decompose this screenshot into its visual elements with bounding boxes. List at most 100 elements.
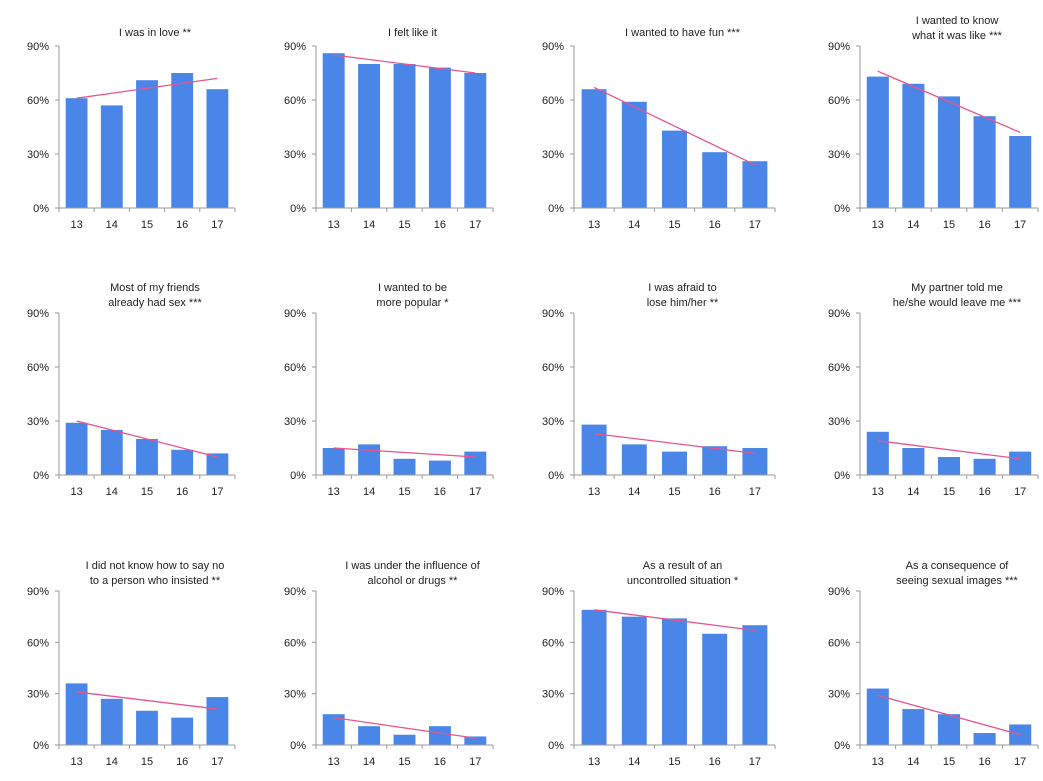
x-tick-label: 15 — [668, 756, 680, 768]
x-tick-label: 13 — [70, 756, 82, 768]
x-tick-label: 15 — [398, 219, 410, 231]
chart-panel: I felt like it 0% 30% 60% 90% 13 14 15 16 17 — [284, 27, 494, 231]
y-tick-label: 30% — [828, 689, 850, 701]
x-tick-label: 16 — [176, 219, 188, 231]
bar — [136, 439, 158, 475]
x-tick-label: 16 — [709, 486, 721, 498]
bar — [902, 83, 925, 208]
bar — [171, 449, 194, 475]
bar — [866, 76, 889, 208]
trend-line — [333, 54, 476, 74]
bar — [136, 710, 158, 745]
y-tick-label: 60% — [27, 637, 49, 649]
chart-panel: I wanted to know what it was like *** 0% 30… — [828, 15, 1039, 231]
bar — [902, 448, 925, 475]
x-tick-label: 14 — [628, 486, 640, 498]
y-tick-label: 0% — [290, 203, 306, 215]
x-tick-label: 13 — [70, 486, 82, 498]
x-tick-label: 16 — [978, 219, 990, 231]
x-tick-label: 13 — [328, 219, 340, 231]
y-tick-label: 60% — [542, 362, 564, 374]
chart-title: I wanted to know what it was like *** — [911, 15, 1003, 42]
bar — [428, 67, 451, 208]
y-tick-label: 0% — [33, 740, 49, 752]
x-tick-label: 17 — [469, 756, 481, 768]
bar — [581, 89, 607, 208]
x-tick-label: 14 — [907, 219, 919, 231]
chart-title: I was in love ** — [119, 27, 192, 39]
bar — [464, 736, 487, 745]
y-tick-label: 0% — [33, 203, 49, 215]
bar — [393, 64, 416, 208]
x-tick-label: 16 — [978, 486, 990, 498]
chart-title: Most of my friends already had sex *** — [108, 282, 202, 309]
bar — [973, 733, 996, 745]
x-tick-label: 14 — [106, 219, 118, 231]
bar — [1009, 451, 1032, 475]
x-tick-label: 14 — [106, 756, 118, 768]
x-tick-label: 17 — [211, 219, 223, 231]
trend-line — [76, 691, 218, 710]
y-tick-label: 90% — [828, 308, 850, 320]
chart-title: My partner told me he/she would leave me … — [893, 282, 1022, 309]
x-tick-label: 16 — [709, 219, 721, 231]
x-tick-label: 13 — [328, 486, 340, 498]
y-tick-label: 60% — [284, 95, 306, 107]
bar — [702, 446, 728, 475]
chart-panel: I did not know how to say no to a person … — [27, 560, 236, 768]
y-tick-label: 30% — [542, 416, 564, 428]
x-tick-label: 16 — [176, 486, 188, 498]
bar — [206, 453, 229, 475]
y-tick-label: 60% — [27, 362, 49, 374]
x-tick-label: 15 — [141, 219, 153, 231]
y-tick-label: 60% — [542, 95, 564, 107]
y-tick-label: 90% — [828, 586, 850, 598]
bar — [100, 105, 123, 208]
y-tick-label: 60% — [828, 362, 850, 374]
x-tick-label: 14 — [628, 756, 640, 768]
bar — [1009, 136, 1032, 208]
y-tick-label: 90% — [284, 41, 306, 53]
trend-line — [76, 77, 218, 99]
x-tick-label: 17 — [749, 486, 761, 498]
y-tick-label: 0% — [834, 740, 850, 752]
bar — [393, 458, 416, 475]
chart-title: As a consequence of seeing sexual images … — [896, 560, 1018, 587]
x-tick-label: 15 — [141, 756, 153, 768]
x-tick-label: 16 — [709, 756, 721, 768]
bar — [358, 726, 381, 745]
x-tick-label: 15 — [668, 486, 680, 498]
x-tick-label: 15 — [398, 486, 410, 498]
trend-line — [594, 609, 755, 632]
chart-panel: I was afraid to lose him/her ** 0% 30% 60% 90… — [542, 282, 776, 498]
y-tick-label: 0% — [290, 740, 306, 752]
bar — [358, 64, 381, 208]
y-tick-label: 90% — [27, 586, 49, 598]
chart-panel: I wanted to be more popular * 0% 30% 60% 90% 1… — [284, 282, 494, 498]
x-tick-label: 13 — [588, 756, 600, 768]
x-tick-label: 14 — [106, 486, 118, 498]
bar — [937, 96, 961, 208]
x-tick-label: 17 — [211, 756, 223, 768]
y-tick-label: 60% — [284, 637, 306, 649]
bar — [866, 431, 889, 475]
x-tick-label: 15 — [943, 486, 955, 498]
x-tick-label: 13 — [70, 219, 82, 231]
trend-line — [333, 447, 476, 458]
y-tick-label: 30% — [828, 416, 850, 428]
x-tick-label: 15 — [141, 486, 153, 498]
bar — [581, 609, 607, 745]
bar — [662, 618, 687, 745]
x-tick-label: 16 — [978, 756, 990, 768]
bar — [621, 616, 647, 745]
y-tick-label: 30% — [542, 689, 564, 701]
x-tick-label: 17 — [1014, 756, 1026, 768]
x-tick-label: 16 — [434, 219, 446, 231]
x-tick-label: 14 — [907, 756, 919, 768]
bar — [937, 714, 961, 745]
chart-panel: I was under the influence of alcohol or d… — [284, 560, 494, 768]
chart-title: I was afraid to lose him/her ** — [647, 282, 719, 309]
bar — [65, 98, 88, 208]
y-tick-label: 30% — [284, 416, 306, 428]
